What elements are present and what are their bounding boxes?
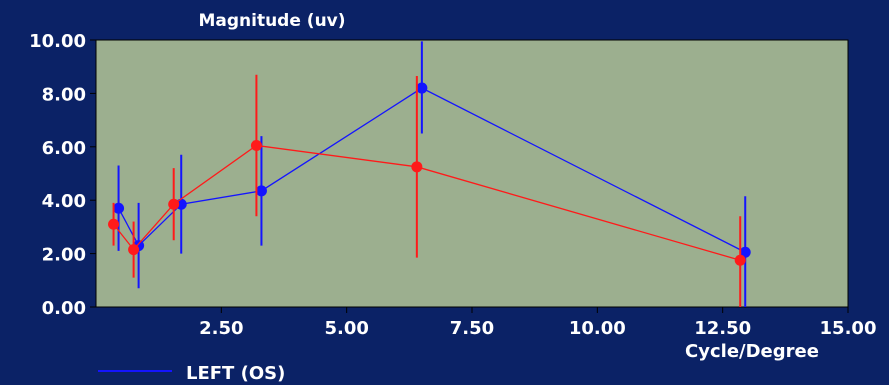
x-tick-label: 2.50 bbox=[199, 318, 243, 339]
x-tick-label: 5.00 bbox=[324, 318, 368, 339]
x-tick-label: 15.00 bbox=[820, 318, 877, 339]
data-point bbox=[734, 254, 746, 266]
axes: 0.00 2.00 4.00 6.00 8.00 10.00 2.50 5.00 7.50 10.… bbox=[29, 31, 876, 339]
y-tick-label: 2.00 bbox=[42, 245, 86, 266]
data-point bbox=[255, 185, 267, 197]
y-tick-label: 8.00 bbox=[42, 84, 86, 105]
legend-label: LEFT (OS) bbox=[186, 363, 285, 384]
data-point bbox=[113, 202, 125, 214]
y-tick-label: 4.00 bbox=[42, 191, 86, 212]
series-layer bbox=[108, 41, 751, 307]
y-tick-label: 0.00 bbox=[42, 298, 86, 319]
legend: LEFT (OS) bbox=[98, 363, 285, 384]
series-1 bbox=[113, 41, 751, 307]
series-line bbox=[117, 87, 746, 253]
series-2 bbox=[108, 74, 746, 307]
data-point bbox=[411, 161, 423, 173]
data-point bbox=[108, 218, 120, 230]
y-axis-label: Magnitude (uv) bbox=[198, 11, 345, 31]
x-axis-label: Cycle/Degree bbox=[685, 341, 819, 362]
x-tick-label: 12.50 bbox=[694, 318, 751, 339]
x-tick-label: 10.00 bbox=[569, 318, 626, 339]
data-point bbox=[416, 82, 428, 94]
y-tick-label: 6.00 bbox=[42, 138, 86, 159]
plot-area bbox=[95, 39, 849, 308]
data-point bbox=[128, 244, 140, 256]
data-point bbox=[250, 139, 262, 151]
data-point bbox=[168, 198, 180, 210]
y-tick-label: 10.00 bbox=[29, 31, 86, 52]
data-point bbox=[739, 246, 751, 258]
x-tick-label: 7.50 bbox=[450, 318, 494, 339]
